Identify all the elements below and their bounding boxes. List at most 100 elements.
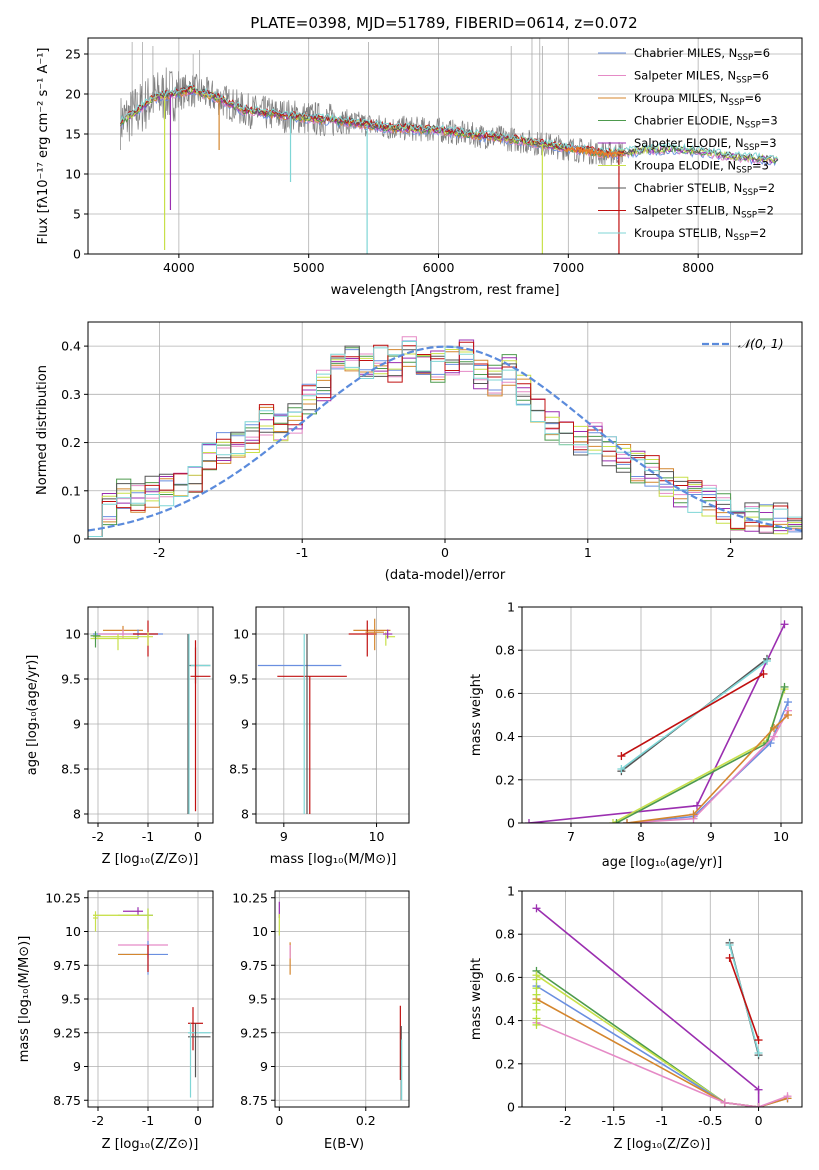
y-tick-label: 9 bbox=[73, 1059, 81, 1074]
plot-area bbox=[90, 620, 211, 814]
legend-suffix: =3 bbox=[760, 136, 777, 150]
legend-sub: SSP bbox=[742, 188, 758, 198]
legend-suffix: =6 bbox=[753, 46, 770, 60]
y-tick-label: 0.8 bbox=[495, 643, 515, 658]
weight-line bbox=[535, 907, 760, 1107]
y-tick-label: 10.25 bbox=[45, 890, 81, 905]
legend-label: Salpeter STELIB, NSSP=2 bbox=[634, 204, 774, 221]
legend-label: Salpeter MILES, NSSP=6 bbox=[634, 69, 769, 86]
y-tick-label: 0 bbox=[73, 247, 81, 262]
x-axis-label: mass [log₁₀(M/M⊙)] bbox=[270, 852, 397, 867]
y-tick-label: 9 bbox=[73, 717, 81, 732]
gridlines bbox=[275, 891, 409, 1107]
chart-weight_vs_Z: -2 -1.5 -1 -0.5 0 0 0.2 0.4 0.6 0.8 1 Z [log₁₀(Z/Z⊙… bbox=[469, 884, 803, 1152]
legend-suffix: =3 bbox=[761, 114, 778, 128]
y-tick-label: 9.5 bbox=[229, 672, 249, 687]
y-axis-label: mass [log₁₀(M/M⊙)] bbox=[17, 936, 32, 1063]
chart-residuals: -2 -1 0 1 2 0 0.1 0.2 0.3 0.4 (data-model)/error No… bbox=[35, 321, 803, 583]
legend-label: Salpeter ELODIE, NSSP=3 bbox=[634, 136, 777, 153]
legend-sub: SSP bbox=[734, 233, 750, 243]
y-tick-label: 10.25 bbox=[232, 890, 268, 905]
chart-age_vs_Z: -2 -1 0 8 8.5 9 9.5 10 Z [log₁₀(Z/Z⊙)] age [log₁₀… bbox=[25, 606, 214, 867]
x-tick-label: -2 bbox=[92, 1113, 104, 1128]
legend-label: Kroupa ELODIE, NSSP=3 bbox=[634, 159, 769, 176]
plot-area bbox=[532, 904, 792, 1107]
y-tick-label: 9 bbox=[260, 1059, 268, 1074]
legend-name: Kroupa STELIB, N bbox=[634, 226, 734, 240]
x-tick-label: 5000 bbox=[293, 260, 325, 275]
y-tick-label: 9 bbox=[241, 717, 249, 732]
chart-weight_vs_age: 7 8 9 10 0 0.2 0.4 0.6 0.8 1 age [log₁₀(age/yr)] ma… bbox=[469, 600, 803, 870]
legend-label: Chabrier MILES, NSSP=6 bbox=[634, 46, 770, 63]
y-tick-label: 9.5 bbox=[61, 672, 81, 687]
x-axis-label: Z [log₁₀(Z/Z⊙)] bbox=[614, 1137, 711, 1152]
x-axis-label: Z [log₁₀(Z/Z⊙)] bbox=[102, 852, 199, 867]
x-tick-label: 4000 bbox=[163, 260, 195, 275]
legend-label: Chabrier STELIB, NSSP=2 bbox=[634, 181, 775, 198]
weight-line bbox=[620, 660, 768, 770]
y-tick-label: 9.75 bbox=[53, 958, 81, 973]
y-tick-label: 0.8 bbox=[495, 927, 515, 942]
legend-name: Kroupa ELODIE, N bbox=[634, 159, 736, 173]
legend-label: Kroupa MILES, NSSP=6 bbox=[634, 91, 761, 108]
y-tick-label: 9.5 bbox=[248, 992, 268, 1007]
y-tick-label: 8.5 bbox=[61, 762, 81, 777]
legend-sub: SSP bbox=[741, 211, 757, 221]
y-tick-label: 0.4 bbox=[495, 729, 515, 744]
x-tick-label: 8000 bbox=[682, 260, 714, 275]
gridlines bbox=[88, 891, 213, 1107]
y-tick-label: 8.75 bbox=[53, 1093, 81, 1108]
axes-frame bbox=[255, 606, 410, 824]
chart-spectrum: 4000 5000 6000 7000 8000 0 5 10 15 20 25 wavelength… bbox=[36, 37, 803, 298]
legend-name: Salpeter ELODIE, N bbox=[634, 136, 744, 150]
axes-frame bbox=[87, 606, 214, 824]
x-tick-label: 6000 bbox=[423, 260, 455, 275]
y-tick-label: 0.2 bbox=[495, 772, 515, 787]
x-tick-label: 10 bbox=[773, 829, 789, 844]
x-tick-label: 9 bbox=[280, 829, 288, 844]
legend-name: Salpeter STELIB, N bbox=[634, 204, 741, 218]
y-tick-label: 0.2 bbox=[495, 1056, 515, 1071]
x-tick-label: 0 bbox=[275, 1113, 283, 1128]
y-tick-label: 10 bbox=[233, 627, 249, 642]
plot-area bbox=[88, 336, 802, 537]
plot-area bbox=[93, 907, 211, 1098]
legend-label: Chabrier ELODIE, NSSP=3 bbox=[634, 114, 778, 131]
y-tick-label: 0 bbox=[507, 816, 515, 831]
x-tick-label: 2 bbox=[727, 545, 735, 560]
histogram-step bbox=[88, 341, 802, 537]
legend-sub: SSP bbox=[729, 98, 745, 108]
x-tick-label: 0 bbox=[755, 1113, 763, 1128]
data-spectrum bbox=[120, 67, 623, 166]
x-tick-label: 7000 bbox=[552, 260, 584, 275]
weight-line bbox=[728, 957, 760, 1041]
model-spectrum bbox=[120, 84, 626, 155]
y-axis-label: age [log₁₀(age/yr)] bbox=[25, 655, 40, 776]
legend: Chabrier MILES, NSSP=6 Salpeter MILES, NS… bbox=[598, 46, 778, 243]
legend-name: Chabrier ELODIE, N bbox=[634, 114, 745, 128]
x-tick-label: 7 bbox=[567, 829, 575, 844]
y-tick-label: 0.6 bbox=[495, 686, 515, 701]
plot-area bbox=[257, 618, 396, 814]
chart-mass_vs_Z: -2 -1 0 8.75 9 9.25 9.5 9.75 10 10.25 Z [log₁₀(Z/Z… bbox=[17, 890, 214, 1152]
y-tick-label: 10 bbox=[65, 924, 81, 939]
legend-sub: SSP bbox=[745, 121, 761, 131]
y-axis-label: mass weight bbox=[469, 674, 484, 756]
y-tick-label: 0.4 bbox=[495, 1013, 515, 1028]
y-tick-label: 0 bbox=[507, 1100, 515, 1115]
x-tick-label: 0.2 bbox=[356, 1113, 376, 1128]
axes-frame bbox=[521, 606, 803, 824]
y-tick-label: 10 bbox=[252, 924, 268, 939]
histogram-step bbox=[88, 341, 802, 537]
legend-sub: SSP bbox=[736, 166, 752, 176]
legend-suffix: =3 bbox=[752, 159, 769, 173]
axes-frame bbox=[87, 37, 803, 255]
chart-age_vs_mass: 9 10 8 8.5 9 9.5 10 mass [log₁₀(M/M⊙)] bbox=[229, 606, 410, 867]
legend-suffix: =2 bbox=[757, 204, 774, 218]
x-axis-label: (data-model)/error bbox=[385, 568, 506, 583]
y-tick-label: 0.2 bbox=[61, 435, 81, 450]
y-axis-label: mass weight bbox=[469, 958, 484, 1040]
y-axis-label: Normed distribution bbox=[35, 365, 50, 495]
x-tick-label: 9 bbox=[707, 829, 715, 844]
y-tick-label: 25 bbox=[65, 47, 81, 62]
